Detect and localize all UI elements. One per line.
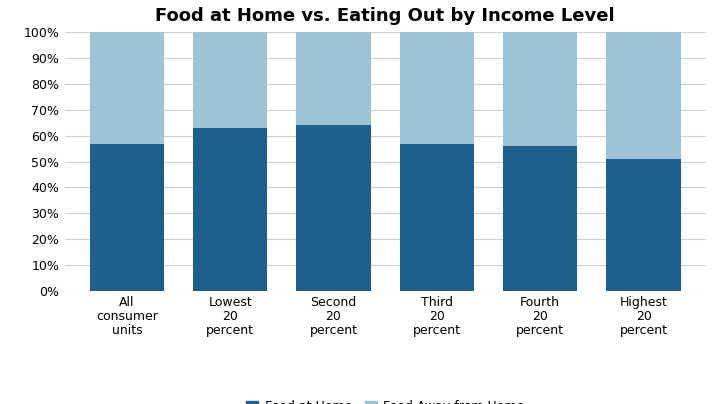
Bar xyxy=(297,32,371,125)
Bar xyxy=(606,32,681,159)
Bar xyxy=(400,32,474,143)
Bar xyxy=(89,32,164,143)
Bar xyxy=(89,143,164,291)
Bar xyxy=(606,159,681,291)
Bar xyxy=(193,32,267,128)
Bar xyxy=(297,125,371,291)
Bar xyxy=(193,128,267,291)
Title: Food at Home vs. Eating Out by Income Level: Food at Home vs. Eating Out by Income Le… xyxy=(156,7,615,25)
Bar xyxy=(400,143,474,291)
Legend: Food at Home, Food Away from Home: Food at Home, Food Away from Home xyxy=(241,396,529,404)
Bar xyxy=(503,32,577,146)
Bar xyxy=(503,146,577,291)
